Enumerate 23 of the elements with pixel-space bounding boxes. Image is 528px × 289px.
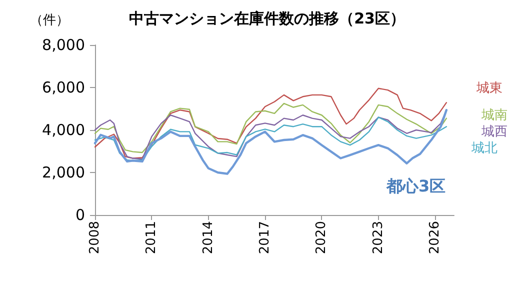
text: 城西 — [480, 124, 508, 140]
x-tick-label: 2017 — [258, 221, 273, 254]
chart-title: 中古マンション在庫件数の推移（23区） — [129, 10, 405, 28]
line-series — [94, 108, 448, 175]
y-tick-label: 0 — [75, 206, 85, 224]
text: 城東 — [475, 81, 502, 96]
text: 城北 — [470, 141, 498, 156]
y-tick-label: 8,000 — [42, 36, 85, 54]
x-tick-label: 2026 — [428, 221, 443, 254]
y-axis-title: （件） — [30, 13, 69, 28]
y-tick-label: 6,000 — [42, 78, 85, 96]
y-tick-label: 4,000 — [42, 121, 85, 139]
y-tick-label: 2,000 — [42, 164, 85, 182]
x-tick-label: 2014 — [200, 221, 216, 254]
x-tick-label: 2023 — [370, 221, 386, 254]
line-series — [94, 116, 448, 162]
series-label: 都心3区 — [385, 176, 446, 196]
x-tick-label: 2020 — [314, 221, 330, 254]
x-tick-label: 2011 — [144, 221, 160, 254]
x-tick-label: 2008 — [88, 221, 102, 254]
line-series — [94, 102, 448, 154]
text: 城南 — [480, 108, 508, 123]
line-series — [94, 88, 448, 159]
